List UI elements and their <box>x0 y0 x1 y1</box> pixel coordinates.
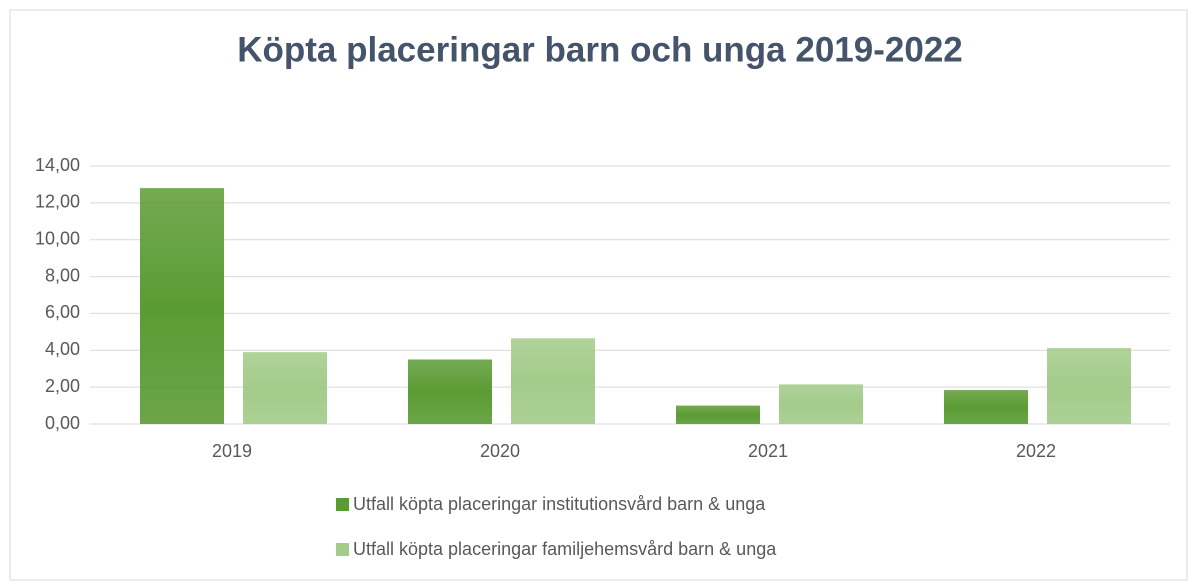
x-tick-label: 2021 <box>748 441 788 461</box>
y-tick-label: 12,00 <box>35 192 80 212</box>
bar <box>408 359 492 424</box>
x-tick-label: 2019 <box>212 441 252 461</box>
legend-label: Utfall köpta placeringar institutionsvår… <box>353 494 766 514</box>
y-tick-label: 8,00 <box>45 265 80 285</box>
x-tick-label: 2022 <box>1016 441 1056 461</box>
bar <box>243 352 327 424</box>
y-tick-label: 4,00 <box>45 339 80 359</box>
x-tick-label: 2020 <box>480 441 520 461</box>
y-tick-label: 10,00 <box>35 228 80 248</box>
y-tick-label: 0,00 <box>45 413 80 433</box>
bar <box>779 384 863 424</box>
legend-label: Utfall köpta placeringar familjehemsvård… <box>353 539 777 559</box>
bar <box>676 405 760 424</box>
bar <box>511 338 595 424</box>
y-tick-label: 2,00 <box>45 376 80 396</box>
legend-swatch <box>336 498 349 511</box>
y-tick-label: 6,00 <box>45 302 80 322</box>
y-tick-label: 14,00 <box>35 155 80 175</box>
chart-title: Köpta placeringar barn och unga 2019-202… <box>237 30 963 69</box>
bar <box>1047 348 1131 424</box>
bar <box>140 188 224 424</box>
bar <box>944 390 1028 424</box>
legend-swatch <box>336 543 349 556</box>
